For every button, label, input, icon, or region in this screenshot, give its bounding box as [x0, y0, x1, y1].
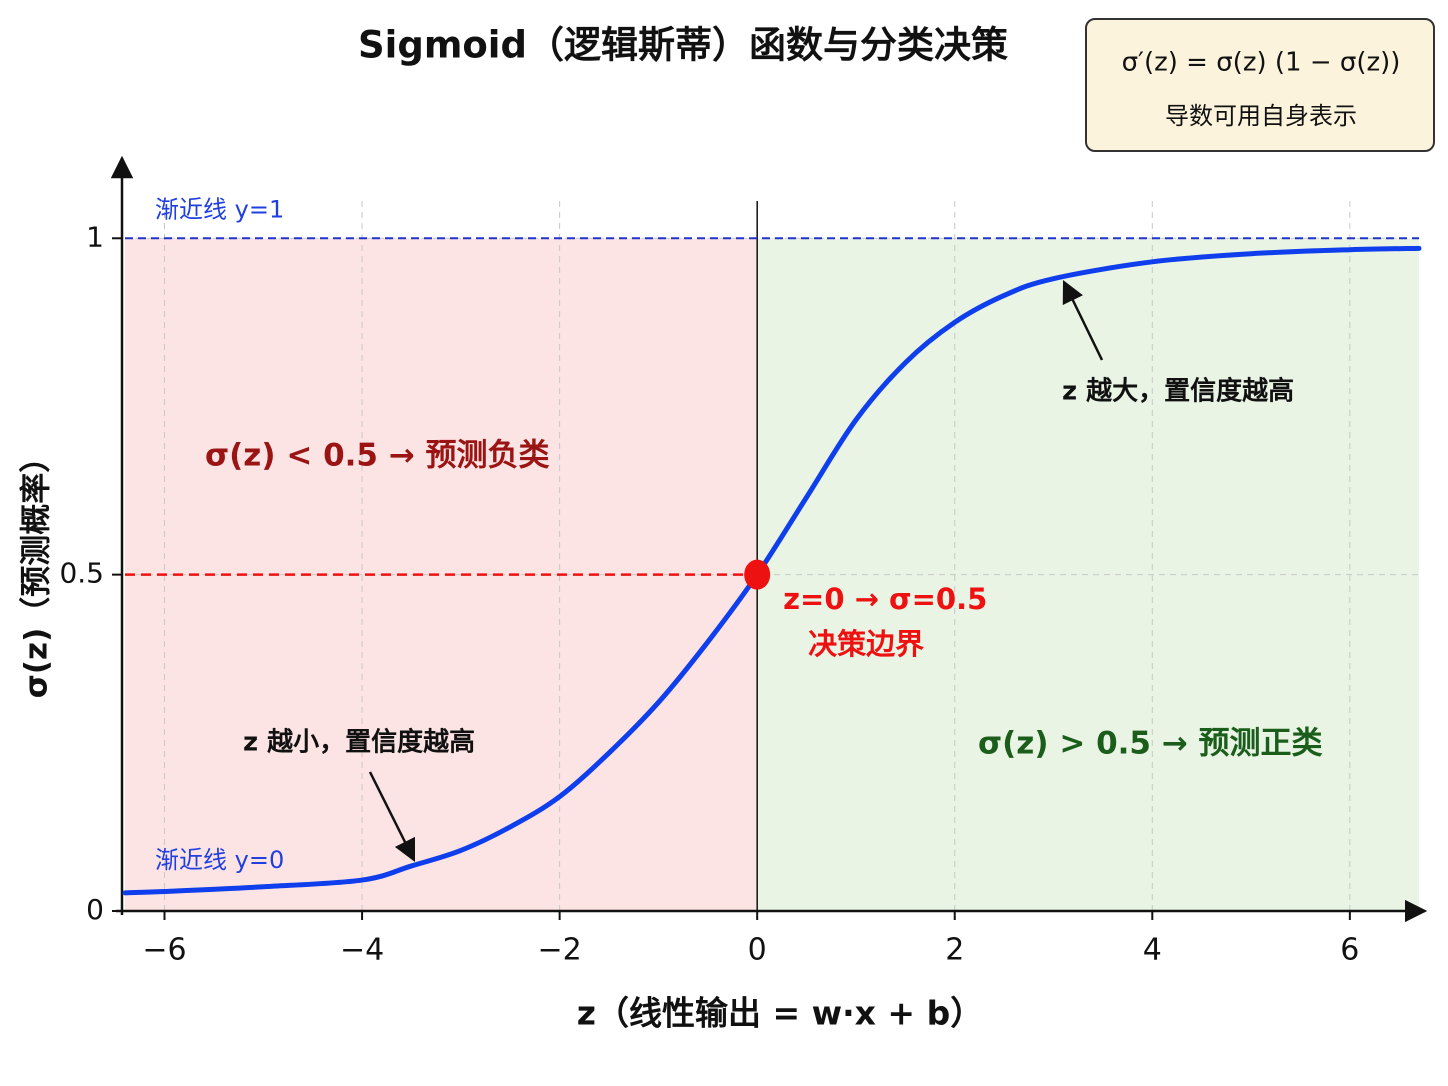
asymptote-label: 渐近线 y=1	[155, 195, 284, 223]
sigmoid-curve	[122, 245, 1422, 896]
asymptote-label: 渐近线 y=0	[155, 846, 284, 874]
x-axis-label: z（线性输出 = w·x + b）	[577, 994, 983, 1033]
region-label: σ(z) > 0.5 → 预测正类	[978, 726, 1323, 762]
y-axis-label: σ(z)（预测概率）	[19, 442, 55, 699]
x-tick-label: 2	[945, 933, 964, 968]
decision-label: 决策边界	[808, 627, 924, 661]
y-tick-label: 0.5	[59, 557, 104, 590]
region-label: σ(z) < 0.5 → 预测负类	[205, 438, 550, 474]
annotation: z 越大，置信度越高	[1062, 376, 1294, 407]
formula: σ′(z) = σ(z) (1 − σ(z))	[1122, 48, 1401, 78]
decision-point	[744, 559, 771, 590]
formula-box	[1085, 18, 1435, 152]
y-tick-label: 1	[86, 220, 104, 253]
chart-title: Sigmoid（逻辑斯蒂）函数与分类决策	[358, 24, 1008, 67]
x-tick-label: −2	[538, 933, 582, 968]
x-tick-label: 0	[748, 933, 767, 968]
annotation: z 越小，置信度越高	[243, 727, 475, 758]
x-tick-label: 4	[1143, 933, 1162, 968]
annotation-arrow	[368, 771, 416, 863]
decision-label: z=0 → σ=0.5	[783, 582, 987, 616]
formula-note: 导数可用自身表示	[1165, 102, 1357, 130]
y-tick-label: 0	[86, 893, 104, 926]
x-tick-label: −6	[142, 933, 186, 968]
annotation-arrow	[1062, 279, 1104, 361]
x-tick-label: 6	[1340, 933, 1359, 968]
x-tick-label: −4	[340, 933, 384, 968]
